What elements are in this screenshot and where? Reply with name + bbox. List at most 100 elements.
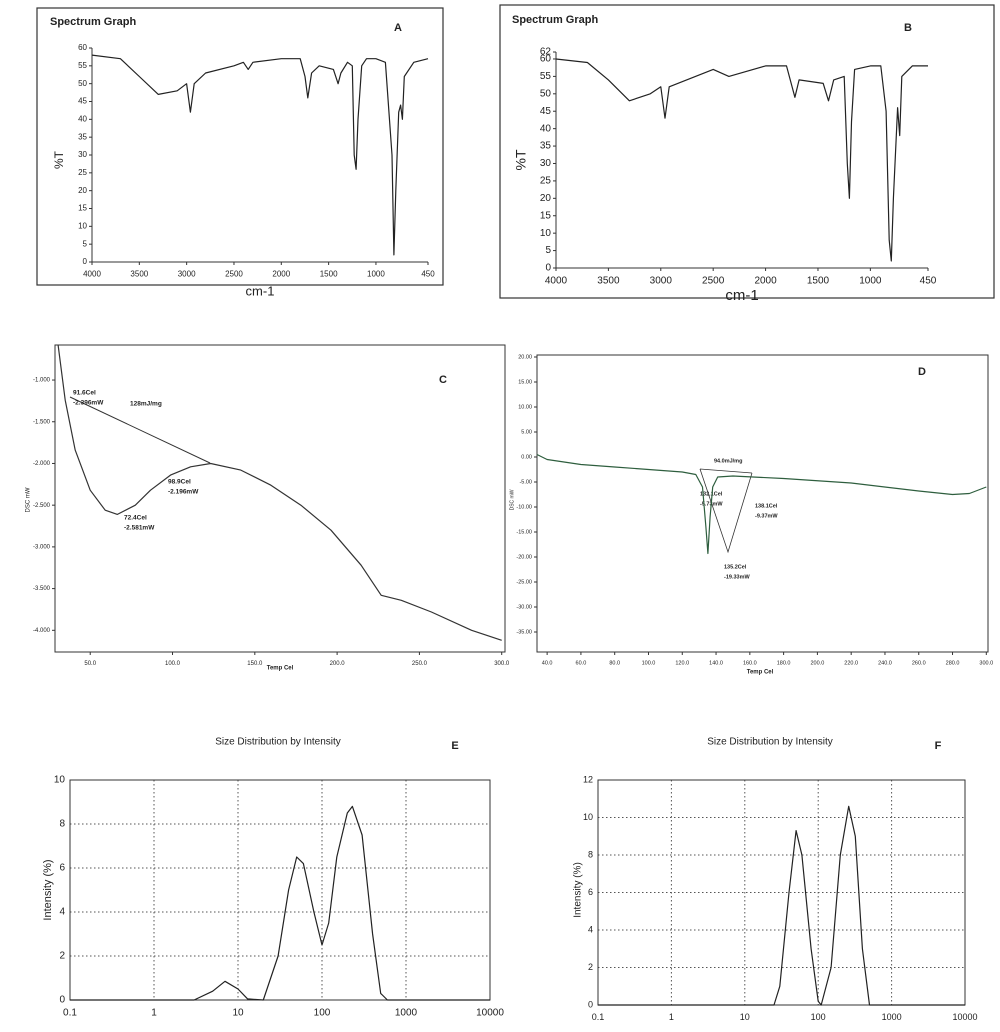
y-tick-label: 15.00 xyxy=(518,379,532,385)
y-tick-label: 6 xyxy=(588,887,593,897)
y-tick-label: 8 xyxy=(588,849,593,859)
y-tick-label: 50 xyxy=(540,88,552,99)
y-tick-label: 6 xyxy=(59,863,65,874)
panel-letter: B xyxy=(904,22,912,34)
y-tick-label: 5 xyxy=(83,239,88,248)
y-tick-label: 15 xyxy=(78,204,87,213)
x-tick-label: 260.0 xyxy=(912,661,926,667)
y-tick-label: 5.00 xyxy=(521,429,532,435)
y-tick-label: 0 xyxy=(545,263,551,274)
x-tick-label: 280.0 xyxy=(946,661,960,667)
x-tick-label: 1500 xyxy=(320,269,338,278)
x-axis-label: Temp Cel xyxy=(267,666,294,672)
plot-frame xyxy=(597,779,966,1006)
x-tick-label: 180.0 xyxy=(777,661,791,667)
x-tick-label: 220.0 xyxy=(844,661,858,667)
x-tick-label: 140.0 xyxy=(709,661,723,667)
x-tick-label: 0.1 xyxy=(63,1008,77,1019)
y-tick-label: 30 xyxy=(78,150,87,159)
panel-letter: F xyxy=(935,740,942,752)
y-tick-label: 4 xyxy=(588,924,593,934)
x-tick-label: 300.0 xyxy=(979,661,993,667)
y-tick-label: 10 xyxy=(54,775,66,786)
x-tick-label: 2500 xyxy=(702,276,725,287)
annotation: 98.9Cel xyxy=(168,479,191,486)
y-axis-label: Intensity (%) xyxy=(42,859,54,920)
x-tick-label: 2500 xyxy=(225,269,243,278)
x-tick-label: 2000 xyxy=(272,269,290,278)
y-tick-label: 0 xyxy=(83,257,88,266)
x-tick-label: 2000 xyxy=(754,276,777,287)
y-tick-label: 0.00 xyxy=(521,454,532,460)
plot-frame xyxy=(54,344,506,653)
y-tick-label: 50 xyxy=(78,79,87,88)
axes xyxy=(91,48,428,263)
y-tick-label: 30 xyxy=(540,158,552,169)
y-tick-label: 10 xyxy=(78,221,87,230)
x-tick-label: 60.0 xyxy=(576,661,587,667)
x-tick-label: 10000 xyxy=(476,1008,504,1019)
y-tick-label: 2 xyxy=(59,951,65,962)
panel-letter: E xyxy=(451,740,458,752)
annotation: -2.396mW xyxy=(73,400,104,407)
data-line xyxy=(598,805,965,1006)
data-line xyxy=(70,805,490,1001)
x-tick-label: 3000 xyxy=(650,276,673,287)
peak-baseline xyxy=(69,396,211,464)
y-tick-label: -5.00 xyxy=(519,479,532,485)
annotation: 72.4Cel xyxy=(124,515,147,522)
y-tick-label: 35 xyxy=(540,141,552,152)
x-axis-label: Temp Cel xyxy=(747,670,774,676)
x-tick-label: 100.0 xyxy=(642,661,656,667)
annotation: -2.581mW xyxy=(124,525,155,532)
annotation: 138.1Cel xyxy=(755,503,778,509)
panel-letter: C xyxy=(439,374,447,386)
chart-title: Size Distribution by Intensity xyxy=(215,737,341,748)
x-tick-label: 3000 xyxy=(178,269,196,278)
y-tick-label: -1.500 xyxy=(33,419,51,425)
y-tick-label: -4.000 xyxy=(33,628,51,634)
x-tick-label: 1000 xyxy=(395,1008,418,1019)
plot-frame xyxy=(69,779,491,1001)
y-tick-label: 5 xyxy=(545,245,551,256)
x-tick-label: 3500 xyxy=(597,276,620,287)
y-tick-label: -15.00 xyxy=(516,529,532,535)
y-tick-label: 60 xyxy=(78,43,87,52)
y-tick-label: -25.00 xyxy=(516,579,532,585)
x-tick-label: 240.0 xyxy=(878,661,892,667)
y-tick-label: 45 xyxy=(540,106,552,117)
x-tick-label: 1500 xyxy=(807,276,830,287)
x-tick-label: 200.0 xyxy=(811,661,825,667)
panel-letter: D xyxy=(918,366,926,378)
y-axis-label: %T xyxy=(513,149,529,170)
x-tick-label: 1 xyxy=(669,1012,674,1022)
x-tick-label: 4000 xyxy=(83,269,101,278)
y-tick-label: 60 xyxy=(540,54,552,65)
y-axis-label: DSC mW xyxy=(26,487,32,512)
x-tick-label: 120.0 xyxy=(675,661,689,667)
axes xyxy=(555,52,928,269)
plot-frame xyxy=(536,354,989,653)
data-line xyxy=(536,453,987,555)
x-tick-label: 250.0 xyxy=(412,661,428,667)
chart-title: Spectrum Graph xyxy=(512,14,598,26)
y-tick-label: 25 xyxy=(540,176,552,187)
x-tick-label: 50.0 xyxy=(84,661,96,667)
annotation: 132.1Cel xyxy=(700,491,723,497)
annotation: 91.6Cel xyxy=(73,390,96,397)
x-tick-label: 4000 xyxy=(545,276,568,287)
y-axis-label: Intensity (%) xyxy=(573,862,584,918)
y-tick-label: 12 xyxy=(583,774,593,784)
y-tick-label: -10.00 xyxy=(516,504,532,510)
data-line xyxy=(91,54,429,256)
y-tick-label: 4 xyxy=(59,907,65,918)
y-tick-label: 25 xyxy=(78,168,87,177)
x-tick-label: 300.0 xyxy=(494,661,510,667)
x-tick-label: 1000 xyxy=(367,269,385,278)
y-tick-label: -2.500 xyxy=(33,503,51,509)
y-tick-label: 2 xyxy=(588,962,593,972)
chart-title: Size Distribution by Intensity xyxy=(707,737,833,748)
y-tick-label: 15 xyxy=(540,210,552,221)
